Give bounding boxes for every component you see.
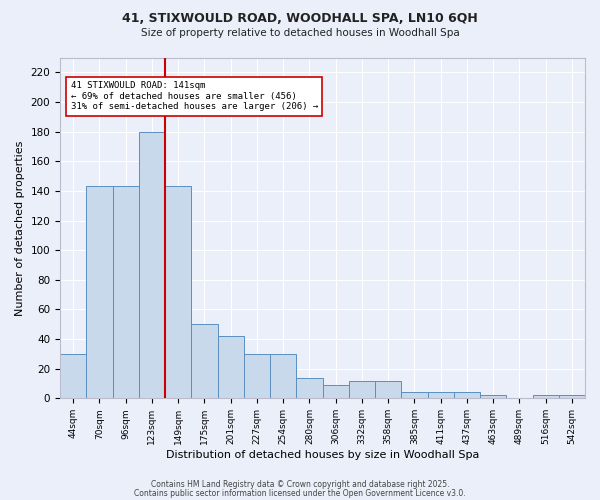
Bar — [270, 354, 296, 399]
Text: Contains HM Land Registry data © Crown copyright and database right 2025.: Contains HM Land Registry data © Crown c… — [151, 480, 449, 489]
Bar — [323, 385, 349, 398]
Bar — [60, 354, 86, 399]
Bar — [533, 396, 559, 398]
Bar — [428, 392, 454, 398]
Text: 41, STIXWOULD ROAD, WOODHALL SPA, LN10 6QH: 41, STIXWOULD ROAD, WOODHALL SPA, LN10 6… — [122, 12, 478, 26]
Bar — [296, 378, 323, 398]
Bar — [218, 336, 244, 398]
Y-axis label: Number of detached properties: Number of detached properties — [15, 140, 25, 316]
Bar — [454, 392, 480, 398]
Bar — [349, 380, 375, 398]
Text: 41 STIXWOULD ROAD: 141sqm
← 69% of detached houses are smaller (456)
31% of semi: 41 STIXWOULD ROAD: 141sqm ← 69% of detac… — [71, 82, 318, 111]
Bar — [165, 186, 191, 398]
Bar — [191, 324, 218, 398]
Text: Contains public sector information licensed under the Open Government Licence v3: Contains public sector information licen… — [134, 488, 466, 498]
Text: Size of property relative to detached houses in Woodhall Spa: Size of property relative to detached ho… — [140, 28, 460, 38]
Bar — [480, 396, 506, 398]
Bar — [401, 392, 428, 398]
Bar — [139, 132, 165, 398]
Bar — [375, 380, 401, 398]
Bar — [113, 186, 139, 398]
Bar — [559, 396, 585, 398]
Bar — [244, 354, 270, 399]
X-axis label: Distribution of detached houses by size in Woodhall Spa: Distribution of detached houses by size … — [166, 450, 479, 460]
Bar — [86, 186, 113, 398]
